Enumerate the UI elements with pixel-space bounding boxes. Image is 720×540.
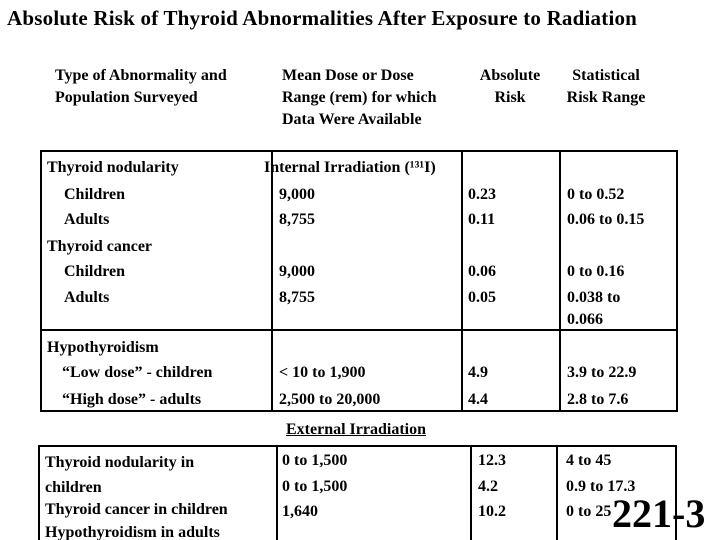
- dose-value: 2,500 to 20,000: [279, 391, 381, 408]
- dose-value: 1,640: [282, 503, 318, 520]
- slide-number: 221-3: [612, 491, 706, 536]
- column-header-absolute-risk: Absolute Risk: [479, 67, 541, 106]
- row-label: Hypothyroidism in adults: [45, 524, 220, 540]
- column-divider: [470, 447, 472, 540]
- absolute-risk-value: 0.06: [468, 263, 496, 280]
- column-header-abnormality: Type of Abnormality and Population Surve…: [55, 67, 227, 106]
- risk-range-value: 0 to 0.16: [567, 263, 625, 280]
- column-header-dose: Mean Dose or Dose Range (rem) for which …: [282, 67, 437, 128]
- row-label: Thyroid cancer: [47, 238, 153, 255]
- column-divider: [461, 152, 463, 410]
- row-label: Children: [64, 186, 126, 203]
- dose-value: 9,000: [279, 186, 315, 203]
- risk-range-value: 4 to 45: [566, 452, 612, 469]
- absolute-risk-value: 0.11: [468, 211, 496, 228]
- page-title: Absolute Risk of Thyroid Abnormalities A…: [7, 6, 638, 30]
- row-label: Thyroid nodularity: [47, 159, 179, 176]
- section-divider: [42, 329, 676, 331]
- row-label: Thyroid nodularity in children: [45, 454, 195, 496]
- column-divider: [276, 447, 278, 540]
- risk-range-value: 0 to 0.52: [567, 186, 625, 203]
- dose-value: 8,755: [279, 211, 315, 228]
- row-label: Adults: [64, 211, 110, 228]
- column-divider: [559, 152, 561, 410]
- risk-range-value: 0 to 25: [566, 503, 612, 520]
- absolute-risk-value: 0.05: [468, 289, 496, 306]
- absolute-risk-value: 4.4: [468, 391, 488, 408]
- risk-range-value: 0.038 to 0.066: [567, 289, 621, 328]
- column-divider: [271, 152, 273, 410]
- column-header-risk-range: Statistical Risk Range: [566, 67, 646, 106]
- absolute-risk-value: 10.2: [478, 503, 506, 520]
- internal-irradiation-table: Thyroid nodularity Internal Irradiation …: [40, 150, 678, 412]
- row-label: “High dose” - adults: [62, 391, 202, 408]
- row-label: Hypothyroidism: [47, 339, 159, 356]
- row-label: Adults: [64, 289, 110, 306]
- absolute-risk-value: 0.23: [468, 186, 496, 203]
- external-irradiation-heading-text: External Irradiation: [286, 421, 426, 438]
- absolute-risk-value: 4.2: [478, 478, 498, 495]
- column-divider: [556, 447, 558, 540]
- row-label: Thyroid cancer in children: [45, 501, 228, 518]
- risk-range-value: 0.9 to 17.3: [566, 478, 636, 495]
- internal-irradiation-section-label: Internal Irradiation (¹³¹I): [264, 159, 436, 176]
- dose-value: 0 to 1,500: [282, 452, 348, 469]
- dose-value: < 10 to 1,900: [279, 364, 366, 381]
- external-irradiation-table: Thyroid nodularity in children 0 to 1,50…: [38, 445, 677, 540]
- risk-range-value: 2.8 to 7.6: [567, 391, 629, 408]
- external-irradiation-heading: External Irradiation: [38, 421, 674, 439]
- absolute-risk-value: 12.3: [478, 452, 506, 469]
- dose-value: 8,755: [279, 289, 315, 306]
- risk-range-value: 0.06 to 0.15: [567, 211, 645, 228]
- risk-range-value: 3.9 to 22.9: [567, 364, 637, 381]
- row-label: “Low dose” - children: [62, 364, 213, 381]
- absolute-risk-value: 4.9: [468, 364, 488, 381]
- row-label: Children: [64, 263, 126, 280]
- dose-value: 9,000: [279, 263, 315, 280]
- dose-value: 0 to 1,500: [282, 478, 348, 495]
